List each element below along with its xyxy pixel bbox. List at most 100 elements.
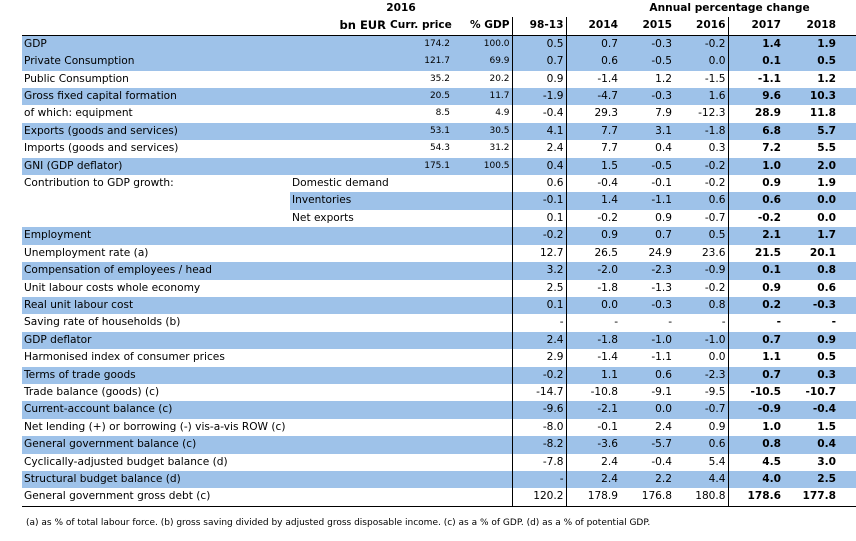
curr-prices-cell [388,488,452,507]
value-cell: 0.8 [783,262,839,280]
year-header: 2018 [783,17,839,36]
value-cell: - [831,316,837,329]
value-cell: 0.4 [838,71,856,88]
pct-gdp-cell [452,296,513,315]
value-cell: 7.9 [655,107,673,120]
curr-prices-cell: 54.3 [429,143,450,154]
pct-gdp-cell [452,331,513,350]
header-row-columns: bn EUR Curr. prices % GDP 98-13 2014 201… [22,17,856,36]
value-cell: 0.9 [655,211,673,224]
row-label [22,192,290,209]
value-cell: -0.7 [674,401,729,419]
value-cell: 1.9 [783,35,839,54]
footnote: (a) as % of total labour force. (b) gros… [26,518,651,528]
value-cell: 0.0 [838,366,856,384]
value-cell: 4.1 [511,122,567,141]
value-cell: -0.4 [651,455,673,468]
row-sublabel [290,384,388,401]
value-cell: -0.5 [620,53,675,71]
value-cell: 1.9 [817,177,837,190]
value-cell: -1.3 [651,281,673,294]
value-cell: 4.0 [727,470,784,489]
value-cell: 0.8 [727,436,784,454]
row-sublabel [290,331,388,350]
curr-prices-cell: 175.1 [388,157,452,176]
value-cell: 26.5 [565,244,621,263]
value-cell: - [565,314,621,332]
value-cell: 0.9 [838,53,856,71]
value-cell: -7.8 [511,453,567,471]
value-cell: -1.5 [704,72,726,85]
curr-prices-cell [388,349,452,366]
value-cell: -2.3 [674,366,729,384]
table-row: Real unit labour cost 0.1 0.0 -0.3 0.8 0.2 -0.… [22,296,856,315]
value-cell: -0.2 [674,35,729,54]
value-cell: -9.6 [511,401,567,419]
value-cell: -1.1 [727,70,784,89]
value-cell: 1.5 [817,420,837,433]
table-row: Cyclically-adjusted budget balance (d) -7… [22,453,856,471]
curr-prices-cell: 174.2 [388,35,452,54]
value-cell: -1.4 [565,349,621,367]
row-label: Terms of trade goods [22,366,290,384]
row-sublabel [290,454,388,471]
pct-gdp-cell [452,245,512,262]
row-sublabel [290,488,388,507]
row-sublabel [290,71,388,88]
value-cell: 0.6 [565,53,621,71]
value-cell: -0.3 [620,88,675,106]
pct-gdp-cell: 11.7 [452,88,513,106]
value-cell: 1.2 [838,349,856,366]
value-cell: -1.1 [651,351,673,364]
curr-prices-cell [388,331,452,350]
value-cell: 13.4 [838,105,856,122]
pct-gdp-cell [452,314,512,331]
table-row: Compensation of employees / head 3.2 -2.0-… [22,262,856,280]
row-sublabel [290,401,388,419]
value-cell: 23.6 [701,246,726,259]
row-label: Real unit labour cost [22,296,290,315]
curr-prices-cell [388,470,452,489]
table-row: Employment -0.20.90.70.52.11.71.8 [22,227,856,245]
value-cell: 0.3 [708,142,726,155]
value-cell: -1.1 [620,192,675,210]
value-cell: -1.8 [565,331,621,350]
row-label: Employment [22,227,290,245]
curr-prices-cell [388,245,452,262]
value-cell: 29.3 [565,105,621,123]
value-cell: -2.3 [620,262,675,280]
value-cell: 2.4 [655,420,673,433]
year-header: 2016 [674,17,729,36]
value-cell: - [511,470,567,489]
value-cell: 0.0 [838,192,856,210]
value-cell: 0.3 [783,366,839,384]
value-cell: 2.9 [511,349,567,367]
value-cell: 0.4 [783,436,839,454]
value-cell: 1.6 [838,454,856,471]
value-cell: -14.7 [511,383,567,402]
value-cell: 0.2 [838,436,856,454]
row-sublabel [290,314,388,331]
table-row: Contribution to GDP growth: Domestic dema… [22,175,856,193]
pct-gdp-cell [452,419,512,436]
curr-prices-cell [388,314,452,331]
value-cell: -0.3 [783,296,839,315]
value-cell: 20.1 [809,246,837,259]
pct-gdp-cell [452,210,512,227]
row-label: Gross fixed capital formation [22,88,290,106]
row-label: of which: equipment [24,107,133,120]
value-cell: 0.0 [674,53,729,71]
curr-prices-cell [388,454,452,471]
value-cell: 7.7 [565,122,621,141]
value-cell: 3.1 [620,122,675,141]
table-row: Terms of trade goods -0.2 1.1 0.6 -2.3 0.7 0.3… [22,366,856,384]
value-cell: 0.5 [511,35,567,54]
pct-gdp-cell: 30.5 [452,122,513,141]
pct-gdp-cell [452,175,512,192]
value-cell: -0.5 [838,401,856,419]
row-label [22,210,290,227]
table-row: Inventories-0.11.4-1.10.60.60.00.0 [22,192,856,210]
table-row: Unit labour costs whole economy 2.5 -1.8 -1… [22,279,856,297]
pct-gdp-cell [452,280,512,297]
table-row: Unemployment rate (a) 12.7 26.5 24.9 23.6 21.… [22,244,856,263]
